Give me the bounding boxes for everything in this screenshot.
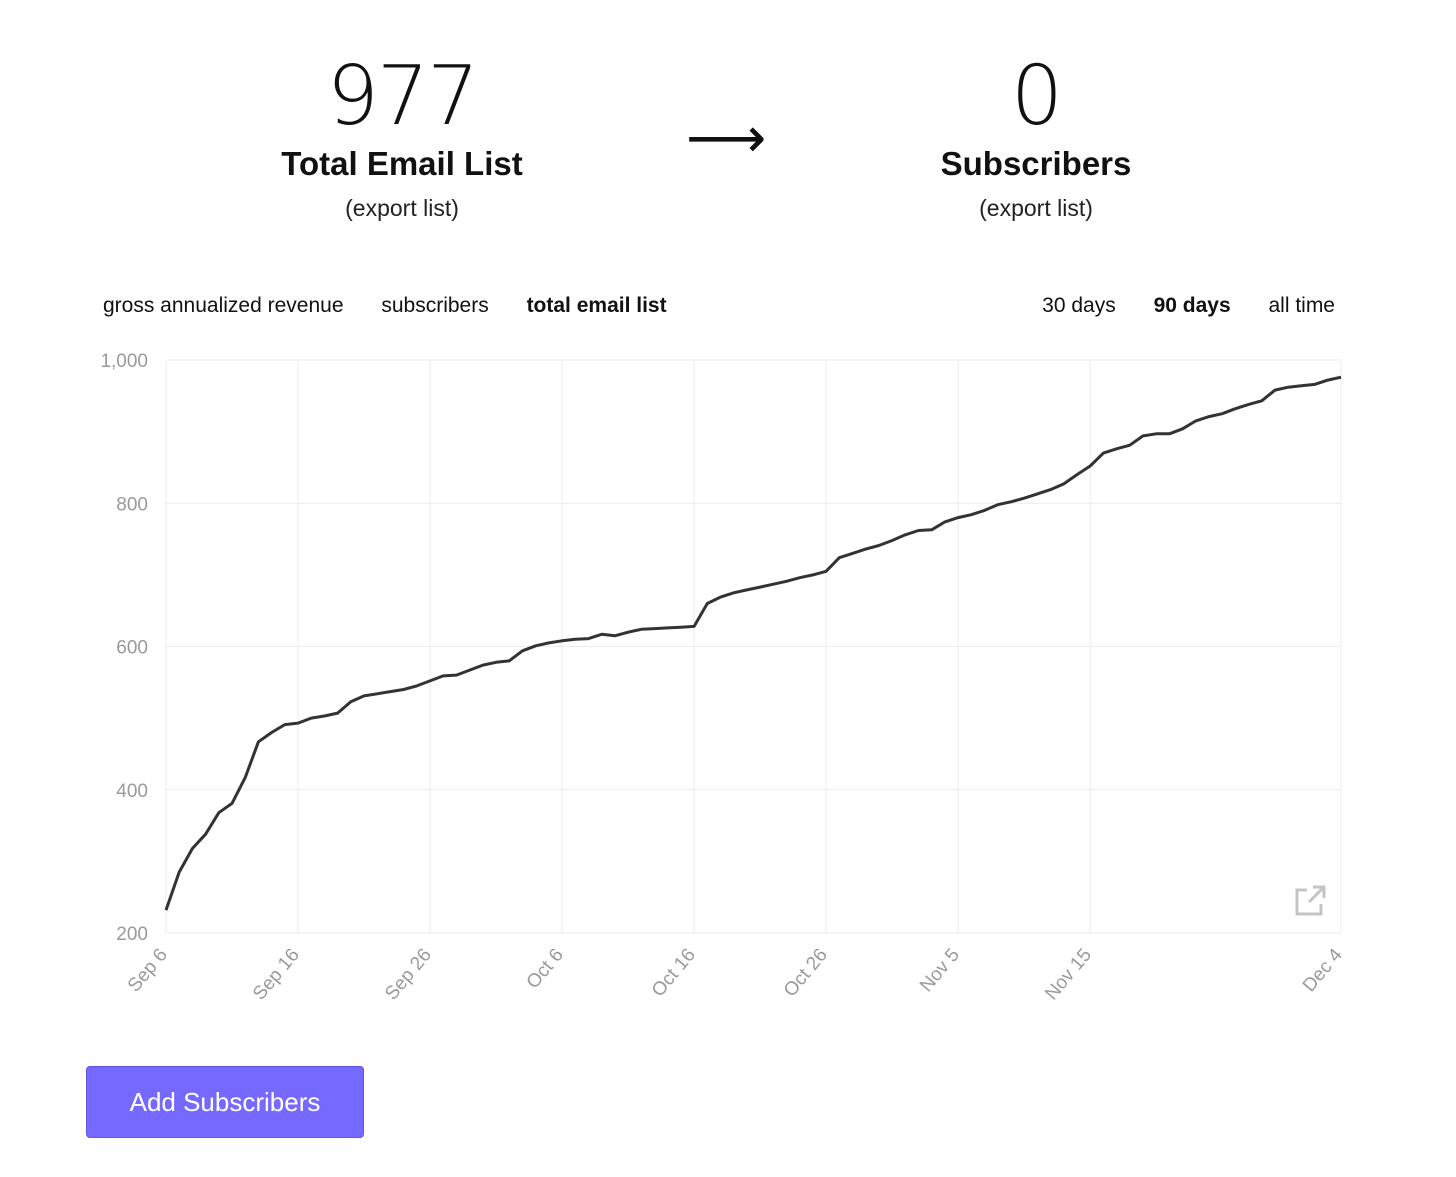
x-tick-label: Nov 5	[916, 945, 964, 997]
y-tick-label: 600	[116, 638, 148, 659]
tab-gross-annualized-revenue[interactable]: gross annualized revenue	[103, 294, 344, 317]
x-tick-label: Oct 6	[523, 945, 568, 993]
metric-tabs: gross annualized revenue subscribers tot…	[103, 290, 699, 322]
y-tick-label: 800	[116, 494, 148, 515]
tab-90-days[interactable]: 90 days	[1153, 294, 1231, 317]
subscribers-export-link[interactable]: (export list)	[979, 195, 1093, 221]
x-tick-label: Sep 6	[124, 945, 172, 997]
tab-subscribers[interactable]: subscribers	[381, 294, 489, 317]
x-tick-label: Oct 26	[780, 945, 832, 1001]
y-tick-label: 400	[116, 781, 148, 802]
x-tick-label: Nov 15	[1041, 945, 1096, 1005]
x-tick-label: Dec 4	[1299, 944, 1347, 996]
add-subscribers-button[interactable]: Add Subscribers	[86, 1066, 364, 1138]
y-tick-label: 200	[116, 924, 148, 945]
tab-total-email-list[interactable]: total email list	[526, 294, 667, 317]
x-tick-label: Sep 16	[249, 945, 304, 1005]
arrow-icon: ⟶	[686, 106, 767, 169]
range-tabs: 30 days 90 days all time	[1010, 290, 1335, 322]
subscribers-value: 0	[1010, 49, 1063, 144]
series-line	[164, 375, 1342, 911]
subscribers-label: Subscribers	[940, 145, 1132, 182]
y-tick-label: 1,000	[100, 351, 148, 372]
x-tick-label: Sep 26	[381, 945, 436, 1005]
open-external-icon[interactable]	[1293, 884, 1327, 918]
total-email-list-value: 977	[326, 49, 480, 144]
x-tick-label: Oct 16	[648, 945, 700, 1001]
tab-30-days[interactable]: 30 days	[1042, 294, 1116, 317]
total-email-list-export-link[interactable]: (export list)	[345, 195, 459, 221]
total-email-list-stat: 977 Total Email List (export list)	[192, 52, 612, 224]
total-email-list-chart: 200 400 600 800 1,000 Sep 6 Sep 16 Sep 26 Oct 6 O…	[100, 351, 1347, 1005]
total-email-list-label: Total Email List	[281, 145, 523, 182]
subscribers-stat: 0 Subscribers (export list)	[826, 52, 1246, 224]
tab-all-time[interactable]: all time	[1268, 294, 1335, 317]
